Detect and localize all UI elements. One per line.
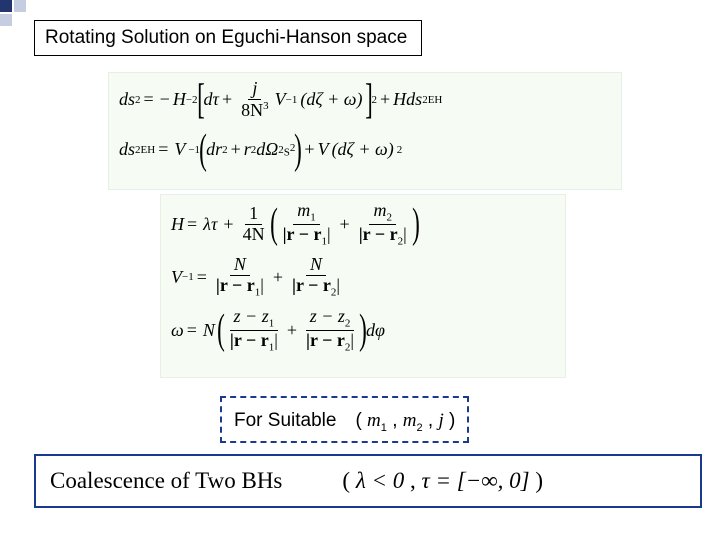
equation-ds2: ds2 = − H−2 [ dτ + j 8N3 V−1 (dζ + ω) ]2… <box>119 79 611 121</box>
equation-block-functions: H = λτ + 1 4N ( m1 |r − r1| + m2 |r − r2… <box>160 194 566 378</box>
suitable-params-box: For Suitable ( m1 , m2 , j ) <box>220 396 469 443</box>
equation-omega: ω = N ( z − z1 |r − r1| + z − z2 |r − r2… <box>171 307 555 353</box>
equation-V: V−1 = N |r − r1| + N |r − r2| <box>171 255 555 298</box>
slide-title: Rotating Solution on Eguchi-Hanson space <box>45 27 407 48</box>
coalescence-text: Coalescence of Two BHs <box>50 468 282 494</box>
equation-dsEH: ds2EH = V−1 ( dr2 + r2 dΩ2S2 ) + V (dζ +… <box>119 129 611 171</box>
suitable-m1: m <box>367 410 381 431</box>
coalescence-conditions: ( λ < 0 , τ = [−∞, 0] ) <box>342 468 543 494</box>
suitable-m2: m <box>403 410 417 431</box>
equation-block-metric: ds2 = − H−2 [ dτ + j 8N3 V−1 (dζ + ω) ]2… <box>108 72 622 190</box>
slide-corner-accent <box>0 0 34 28</box>
suitable-j: j <box>438 410 443 431</box>
slide-title-box: Rotating Solution on Eguchi-Hanson space <box>34 20 422 56</box>
coalescence-box: Coalescence of Two BHs ( λ < 0 , τ = [−∞… <box>34 454 702 508</box>
equation-H: H = λτ + 1 4N ( m1 |r − r1| + m2 |r − r2… <box>171 201 555 247</box>
suitable-prefix: For Suitable ( <box>234 410 367 431</box>
